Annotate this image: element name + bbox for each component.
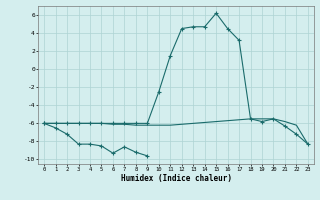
X-axis label: Humidex (Indice chaleur): Humidex (Indice chaleur) [121,174,231,183]
